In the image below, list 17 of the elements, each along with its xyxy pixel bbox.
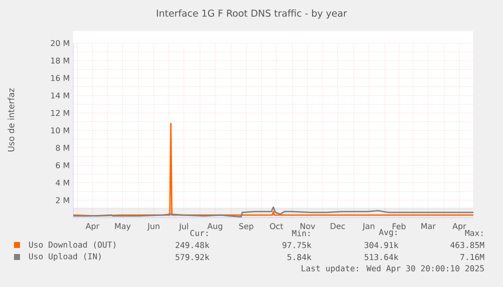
- chart-title: Interface 1G F Root DNS traffic - by year: [156, 9, 347, 19]
- text: Avg:: [378, 229, 397, 237]
- text: 463.85M: [450, 242, 484, 248]
- text: Max:: [465, 230, 483, 236]
- y-axis-title: Uso de interfaz: [8, 88, 14, 152]
- text: Cur:: [190, 230, 208, 236]
- text: Min:: [292, 230, 310, 236]
- text: 97.75k: [282, 242, 312, 248]
- text: Last update: Wed Apr 30 20:00:10 2025: [302, 265, 484, 273]
- text: 304.91k: [364, 242, 398, 248]
- legend-label: Uso Download (OUT): [29, 241, 116, 249]
- text: 7.16M: [460, 254, 484, 260]
- text: 579.92k: [176, 254, 210, 260]
- text: 249.48k: [176, 242, 210, 248]
- text: 513.64k: [364, 254, 398, 260]
- text: 5.84k: [287, 254, 312, 260]
- legend-label: Uso Upload (IN): [29, 253, 101, 261]
